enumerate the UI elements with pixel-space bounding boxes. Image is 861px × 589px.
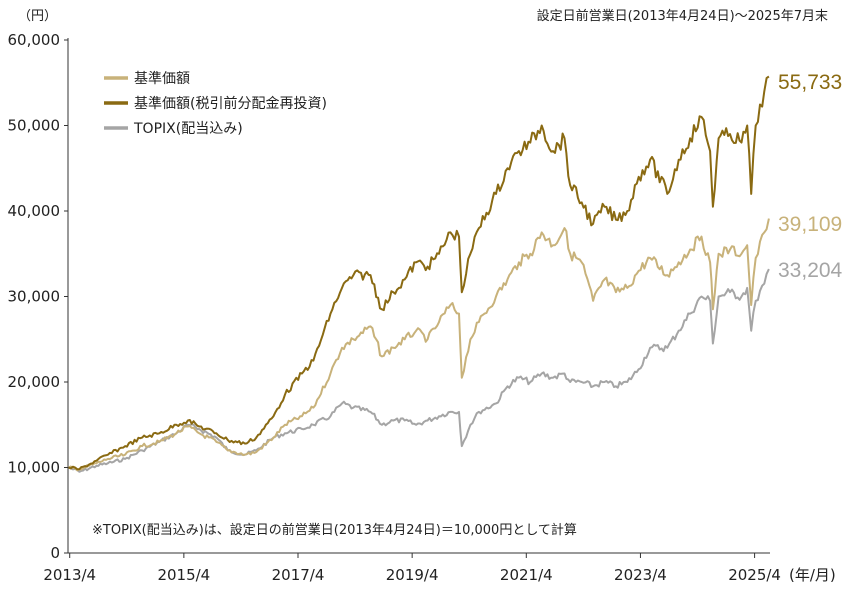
legend-label-reinvest: 基準価額(税引前分配金再投資) xyxy=(134,95,327,112)
end-label-topix: 33,204 xyxy=(778,259,843,282)
x-unit-label: (年/月) xyxy=(789,566,836,584)
series-line-topix xyxy=(68,268,770,473)
x-tick-label: 2017/4 xyxy=(272,566,325,584)
x-tick-label: 2025/4 xyxy=(728,566,781,584)
legend-label-base: 基準価額 xyxy=(134,70,190,87)
x-tick-label: 2023/4 xyxy=(614,566,667,584)
series-layer xyxy=(68,75,770,473)
legend-label-topix: TOPIX(配当込み) xyxy=(133,121,243,137)
y-tick-label: 30,000 xyxy=(8,288,61,306)
end-label-reinvest: 55,733 xyxy=(778,71,842,94)
series-line-base xyxy=(68,218,770,472)
x-tick-label: 2013/4 xyxy=(43,566,96,584)
legend: 基準価額 基準価額(税引前分配金再投資) TOPIX(配当込み) xyxy=(104,70,327,137)
y-tick-label: 50,000 xyxy=(8,117,61,135)
y-tick-label: 20,000 xyxy=(8,373,61,391)
y-tick-label: 10,000 xyxy=(8,459,61,477)
footnote: ※TOPIX(配当込み)は、設定日の前営業日(2013年4月24日)＝10,00… xyxy=(92,522,577,538)
x-tick-label: 2021/4 xyxy=(500,566,553,584)
x-tick-label: 2015/4 xyxy=(157,566,210,584)
y-tick-label: 0 xyxy=(50,544,60,562)
y-unit-label: （円） xyxy=(18,9,57,24)
x-axis: 2013/4 2015/4 2017/4 2019/4 2021/4 2023/4 2025… xyxy=(43,553,781,584)
end-label-base: 39,109 xyxy=(778,213,842,236)
y-axis: 0 10,000 20,000 30,000 40,000 50,000 60,000 xyxy=(8,31,68,562)
series-line-reinvest xyxy=(68,75,770,471)
y-tick-label: 60,000 xyxy=(8,31,61,49)
period-note: 設定日前営業日(2013年4月24日)～2025年7月末 xyxy=(537,8,828,24)
x-tick-label: 2019/4 xyxy=(386,566,439,584)
y-tick-label: 40,000 xyxy=(8,202,61,220)
